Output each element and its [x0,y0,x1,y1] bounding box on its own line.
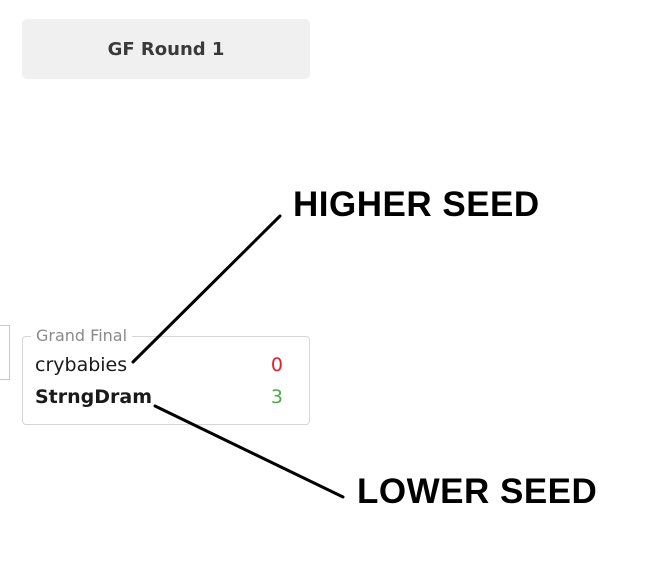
team-row-lower-seed[interactable]: StrngDram 3 [35,383,283,411]
round-header[interactable]: GF Round 1 [22,19,310,79]
team-score: 0 [270,354,283,376]
team-score: 3 [270,386,283,408]
lower-seed-annotation: LOWER SEED [357,472,598,511]
round-title: GF Round 1 [107,38,225,60]
team-name: crybabies [35,354,128,376]
match-label: Grand Final [31,325,133,347]
bracket-connector [0,325,10,380]
match-card[interactable]: Grand Final crybabies 0 StrngDram 3 [22,325,310,425]
team-name: StrngDram [35,386,153,408]
higher-seed-annotation: HIGHER SEED [293,185,540,224]
team-row-higher-seed[interactable]: crybabies 0 [35,351,283,379]
